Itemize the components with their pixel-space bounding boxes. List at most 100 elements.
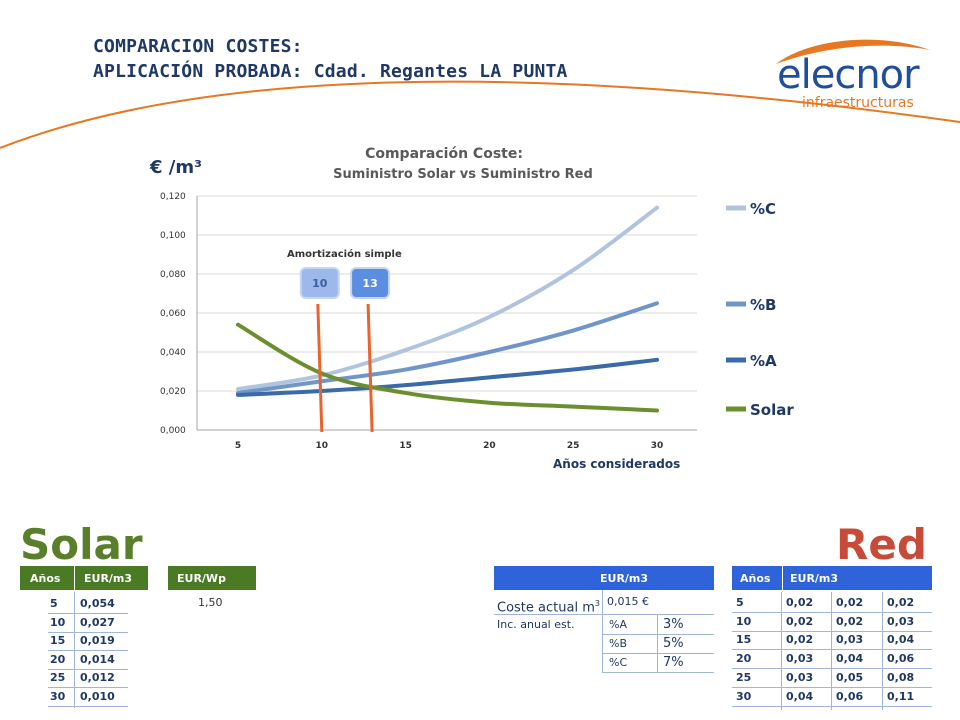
payback-badge (350, 267, 391, 299)
coste-actual-value: 0,015 € (607, 595, 649, 608)
red-year-cell: 5 (736, 596, 744, 609)
solar-wp-value: 1,50 (198, 596, 223, 609)
row-divider (48, 613, 128, 614)
red-col-divider (882, 592, 883, 710)
red-cost-b-cell: 0,04 (836, 652, 864, 666)
logo-name: elecnor (777, 52, 920, 98)
payback-marker-line (316, 303, 324, 433)
red-cost-b-cell: 0,02 (836, 596, 864, 609)
row-divider (602, 634, 714, 635)
chart-title-line-1: Comparación Coste: (365, 146, 523, 162)
y-tick-label: 0,000 (160, 426, 186, 436)
red-cost-a-cell: 0,03 (786, 652, 814, 666)
red-param-label: %B (609, 637, 627, 650)
solar-year-cell: 25 (50, 671, 66, 684)
legend-label: %B (750, 296, 776, 314)
payback-badge-label: 10 (312, 277, 328, 290)
red-table-header: Años EUR/m3 (732, 566, 932, 590)
coste-actual-label: Coste actual m3 (497, 599, 600, 616)
row-divider (48, 650, 128, 651)
row-divider (48, 687, 128, 688)
red-cost-a-cell: 0,04 (786, 689, 814, 703)
solar-cost-cell: 0,014 (80, 652, 115, 666)
page-title: COMPARACION COSTES: APLICACIÓN PROBADA: … (93, 34, 568, 84)
red-params-header: EUR/m3 (494, 566, 714, 590)
row-divider (732, 612, 932, 613)
red-cost-c-cell: 0,08 (887, 670, 915, 684)
solar-cost-cell: 0,012 (80, 671, 115, 684)
red-cost-c-cell: 0,11 (887, 689, 915, 703)
row-divider (732, 705, 932, 707)
row-divider (602, 672, 714, 673)
row-divider (732, 630, 932, 632)
red-cost-a-cell: 0,02 (786, 633, 814, 647)
x-tick-label: 15 (399, 441, 412, 451)
red-year-cell: 25 (736, 670, 752, 684)
row-divider (48, 668, 128, 670)
chart-title-line-2: Suministro Solar vs Suministro Red (333, 167, 593, 182)
legend-label: %C (750, 200, 776, 218)
solar-year-cell: 30 (50, 689, 66, 703)
row-divider (732, 686, 932, 688)
red-cost-a-cell: 0,02 (786, 614, 814, 628)
legend-label: %A (750, 352, 777, 370)
row-divider (48, 705, 128, 707)
elecnor-logo-swoosh (776, 39, 930, 64)
y-tick-label: 0,080 (160, 270, 186, 280)
red-params-header-label: EUR/m3 (600, 572, 649, 585)
y-axis-label: € /m³ (149, 157, 202, 178)
red-cost-b-cell: 0,06 (836, 689, 864, 703)
solar-header-eur: EUR/m3 (84, 572, 133, 585)
red-cost-a-cell: 0,03 (786, 670, 814, 684)
series-line-pct-a (236, 357, 659, 397)
payback-marker-line (366, 303, 374, 433)
x-tick-label: 10 (316, 441, 329, 451)
solar-wp-header: EUR/Wp (168, 566, 256, 590)
red-param-label: %C (609, 656, 628, 669)
red-cost-c-cell: 0,03 (887, 614, 915, 628)
red-header-years: Años (740, 572, 771, 585)
red-param-value: 5% (663, 636, 684, 651)
logo-subtitle: infraestructuras (802, 95, 914, 111)
y-tick-label: 0,040 (160, 348, 186, 358)
red-header-eur: EUR/m3 (790, 572, 839, 585)
solar-cost-cell: 0,027 (80, 615, 115, 629)
series-line-pct-c (236, 205, 659, 392)
x-tick-label: 5 (235, 441, 241, 451)
red-col-divider (781, 592, 782, 710)
annotation-label: Amortización simple (287, 248, 402, 260)
red-param-value: 3% (663, 617, 684, 632)
red-col-divider (831, 592, 832, 710)
x-axis-label: Años considerados (553, 457, 680, 471)
solar-heading: Solar (20, 520, 143, 569)
inc-anual-label: Inc. anual est. (497, 618, 575, 631)
solar-year-cell: 15 (50, 634, 66, 647)
solar-header-years: Años (30, 572, 61, 585)
red-cost-a-cell: 0,02 (786, 596, 814, 609)
red-param-label: %A (609, 618, 627, 631)
row-divider (48, 631, 128, 633)
y-tick-label: 0,100 (160, 231, 186, 241)
payback-badge (299, 267, 340, 299)
title-line-1: COMPARACION COSTES: (93, 36, 303, 57)
cost-comparison-chart: Comparación Coste: Suministro Solar vs S… (149, 146, 794, 471)
red-cost-b-cell: 0,05 (836, 670, 864, 684)
legend-label: Solar (750, 401, 794, 419)
solar-year-cell: 10 (50, 615, 66, 629)
solar-year-cell: 5 (50, 597, 58, 610)
row-divider (732, 668, 932, 670)
red-cost-b-cell: 0,02 (836, 614, 864, 628)
red-year-cell: 15 (736, 633, 752, 647)
red-year-cell: 10 (736, 614, 752, 628)
red-cost-c-cell: 0,04 (887, 633, 915, 647)
row-divider (732, 649, 932, 651)
solar-cost-cell: 0,010 (80, 689, 115, 703)
red-cost-b-cell: 0,03 (836, 633, 864, 647)
title-line-2: APLICACIÓN PROBADA: Cdad. Regantes LA PU… (93, 61, 568, 82)
solar-table-header: Años EUR/m3 (20, 566, 148, 590)
x-tick-label: 30 (651, 441, 664, 451)
y-tick-label: 0,020 (160, 387, 186, 397)
y-tick-label: 0,060 (160, 309, 186, 319)
red-year-cell: 30 (736, 689, 752, 703)
x-tick-label: 20 (483, 441, 496, 451)
